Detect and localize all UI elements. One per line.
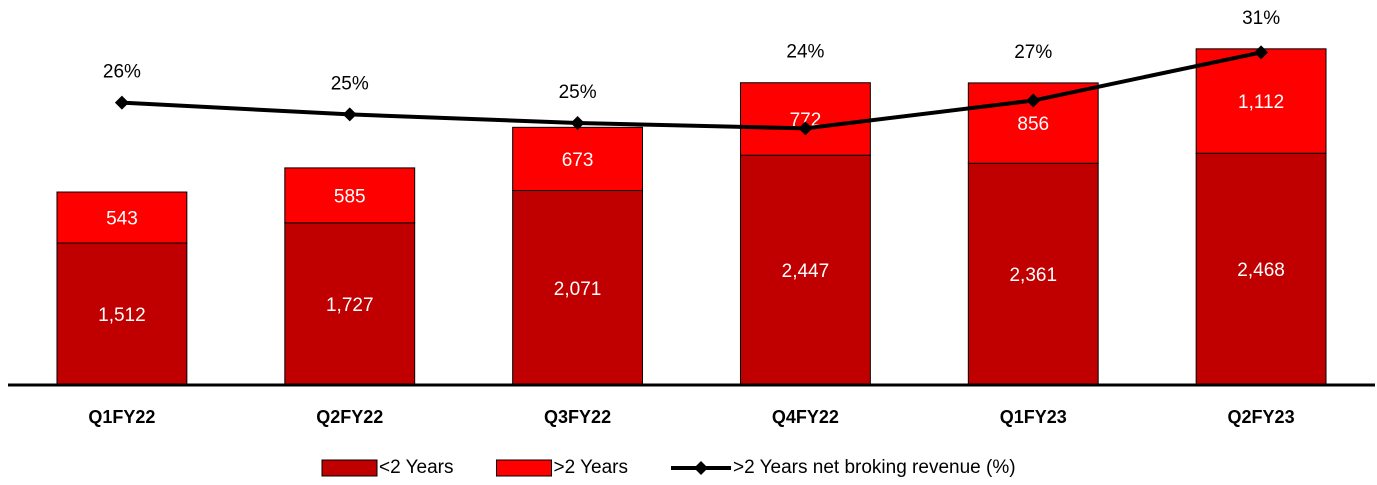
legend-label: <2 Years [379,457,454,478]
line-marker [114,95,129,110]
legend-label: >2 Years [554,457,629,478]
line-label: 31% [1242,8,1280,29]
legend-marker [694,461,708,475]
data-label: 585 [334,186,366,207]
data-label: 543 [106,209,138,230]
bar-segment [1195,152,1327,386]
x-tick-label: Q1FY23 [1000,407,1067,427]
data-label: 2,071 [554,279,602,300]
line-marker [570,115,585,130]
bar-segment [284,167,416,224]
x-tick-label: Q4FY22 [772,407,839,427]
data-label: 2,468 [1237,260,1285,281]
data-label: 2,447 [782,261,830,282]
x-tick-label: Q2FY23 [1228,407,1295,427]
line-label: 25% [559,82,597,103]
data-label: 2,361 [1009,265,1057,286]
x-tick-label: Q1FY22 [88,407,155,427]
bar-segment [739,82,871,156]
line [121,50,1262,131]
legend-swatch [321,459,378,477]
line-marker [1254,45,1269,60]
line-marker [1026,93,1041,108]
bar-segment [512,126,644,192]
data-label: 1,112 [1238,92,1284,113]
bar-segment [739,154,871,386]
bar-segment [56,242,188,386]
line-marker [798,121,813,136]
bar-segment [512,190,644,386]
data-label: 856 [1017,114,1049,135]
line-label: 27% [1014,42,1052,63]
bar-segment [967,162,1099,386]
legend-label: >2 Years net broking revenue (%) [733,457,1016,478]
line-label: 26% [103,62,141,83]
line-marker [342,107,357,122]
x-tick-label: Q3FY22 [544,407,611,427]
data-label: 673 [562,150,594,171]
bar-segment [1195,48,1327,154]
line-label: 24% [786,42,824,63]
line-label: 25% [331,73,369,94]
legend-swatch [496,459,552,477]
data-label: 1,727 [326,295,374,316]
x-tick-label: Q2FY22 [316,407,383,427]
bar-segment [56,191,188,244]
data-label: 1,512 [98,305,146,326]
